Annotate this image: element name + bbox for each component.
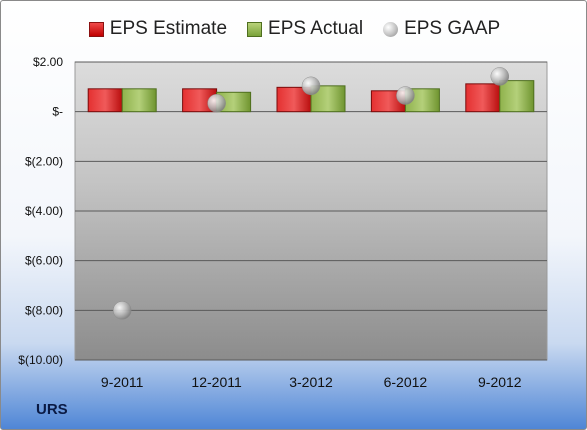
legend-swatch-eps-estimate [88, 21, 104, 37]
y-tick-label: $(4.00) [25, 204, 63, 218]
y-tick-label: $(8.00) [25, 303, 63, 317]
x-tick-label: 9-2011 [101, 374, 144, 390]
x-tick-label: 3-2012 [289, 374, 333, 390]
y-tick-label: $(2.00) [25, 154, 63, 168]
y-tick-label: $- [52, 105, 63, 119]
bar-eps-estimate [87, 88, 123, 113]
legend: EPS Estimate EPS Actual EPS GAAP [1, 15, 586, 43]
bar-eps-actual [499, 80, 535, 113]
point-eps-gaap [396, 86, 415, 105]
legend-label-eps-estimate: EPS Estimate [109, 18, 228, 39]
bar-eps-actual [121, 88, 157, 113]
x-axis-ticks: 9-2011 12-2011 3-2012 6-2012 9-2012 [101, 374, 522, 390]
legend-swatch-eps-actual [247, 21, 263, 37]
y-tick-label: $2.00 [33, 55, 63, 69]
point-eps-gaap [207, 93, 226, 113]
x-tick-label: 9-2012 [478, 374, 522, 390]
point-eps-gaap [490, 67, 510, 86]
point-eps-gaap [301, 76, 321, 96]
point-eps-gaap [112, 301, 132, 320]
bars [87, 80, 535, 113]
legend-label-eps-actual: EPS Actual [268, 18, 364, 39]
y-tick-label: $(6.00) [25, 254, 63, 268]
ticker-label: URS [36, 401, 68, 418]
bar-eps-estimate [465, 83, 501, 113]
legend-swatch-eps-gaap [383, 21, 399, 37]
gaap-points [112, 67, 510, 320]
legend-item-eps-actual: EPS Actual [247, 18, 363, 40]
legend-label-eps-gaap: EPS GAAP [404, 18, 501, 39]
legend-item-eps-gaap: EPS GAAP [383, 18, 500, 40]
y-axis-ticks: $2.00 $- $(2.00) $(4.00) $(6.00) $(8.00) $(10.… [18, 55, 63, 367]
x-tick-label: 12-2011 [191, 374, 242, 390]
legend-item-eps-estimate: EPS Estimate [88, 18, 228, 40]
x-tick-label: 6-2012 [384, 374, 428, 390]
y-tick-label: $(10.00) [18, 353, 63, 367]
